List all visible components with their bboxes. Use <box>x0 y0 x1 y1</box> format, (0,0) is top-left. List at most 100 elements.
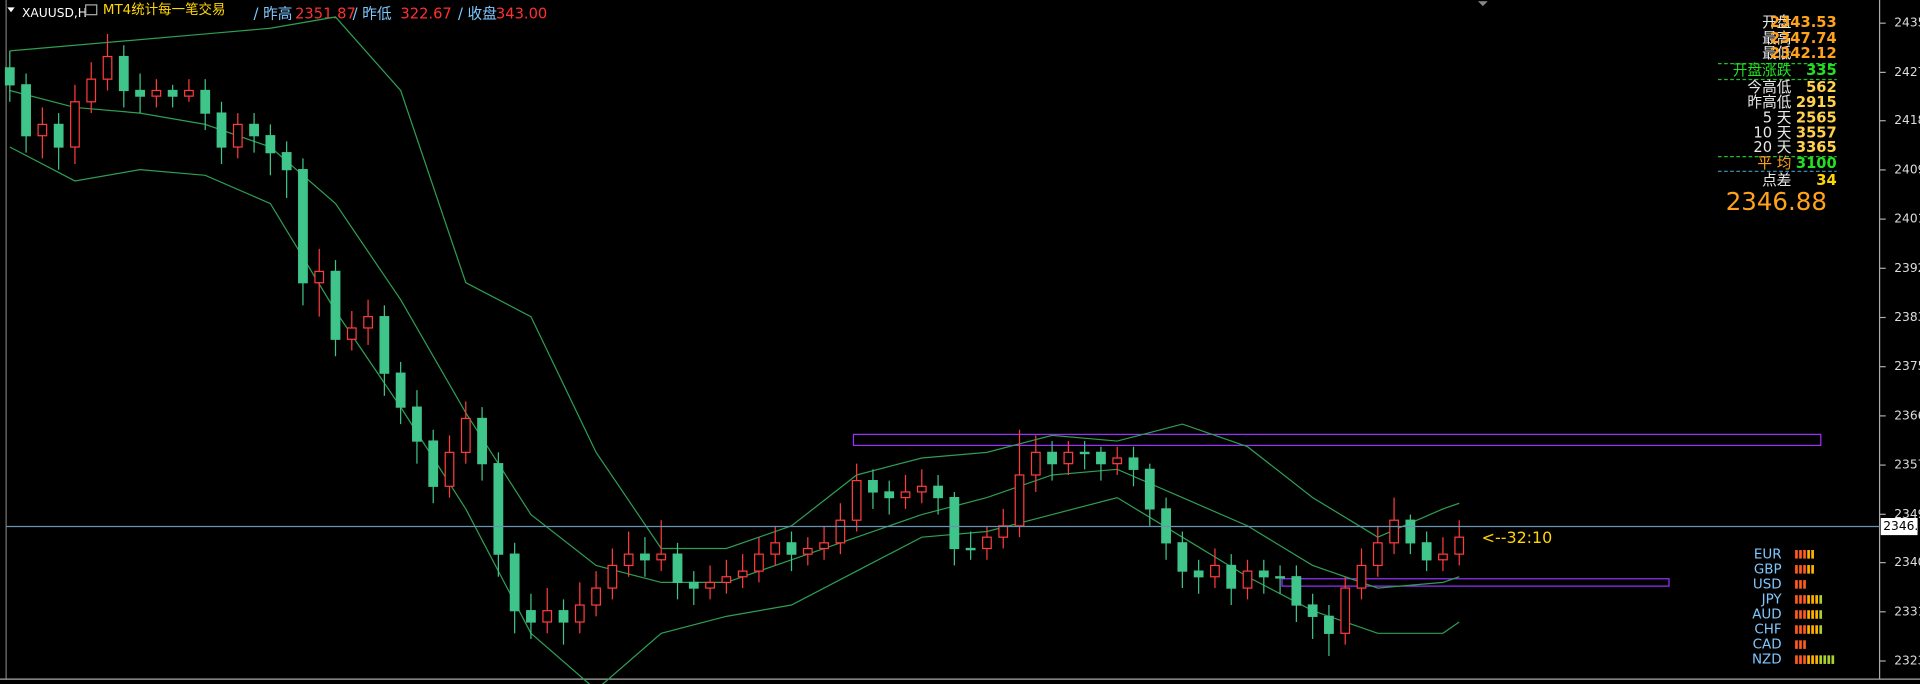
candle-body <box>1324 615 1334 634</box>
candle-body <box>412 406 422 442</box>
strength-cell <box>1807 565 1810 574</box>
current-price-box <box>1880 517 1918 536</box>
candle-body <box>330 270 341 340</box>
candle-body <box>102 55 113 80</box>
close: 343.00 <box>496 6 547 23</box>
candle-body <box>802 547 813 555</box>
strength-bar <box>1795 565 1814 574</box>
candle-body <box>1144 468 1155 510</box>
candle-body <box>819 542 829 550</box>
candle-body <box>1389 519 1399 544</box>
strength-cell <box>1811 565 1814 574</box>
y-tick-label: 2349.05 <box>1894 507 1920 521</box>
candle-body <box>249 123 259 137</box>
candle-body <box>1210 564 1220 578</box>
candle-body <box>1030 451 1041 476</box>
tool-icon[interactable] <box>85 4 98 16</box>
panel-label: 平 均 <box>1757 155 1791 172</box>
strength-cell <box>1799 610 1802 619</box>
menu-arrow[interactable] <box>7 7 15 13</box>
panel-value: 3365 <box>1796 139 1837 156</box>
candle-body <box>672 553 683 584</box>
candle-body <box>53 123 64 148</box>
candle-body <box>526 610 536 623</box>
candle-body <box>900 491 911 499</box>
candle-body <box>1258 570 1269 578</box>
y-tick-label: 2357.75 <box>1894 458 1920 472</box>
candle-body <box>118 55 129 92</box>
panel-value: 2342.12 <box>1770 45 1837 62</box>
currency-name: JPY <box>1761 592 1783 607</box>
candle-body <box>395 372 406 408</box>
panel-label: 20 天 <box>1753 139 1791 156</box>
strength-cell <box>1795 625 1798 634</box>
band-lower <box>9 146 1460 684</box>
strength-cell <box>1823 655 1827 664</box>
strength-cell <box>1819 655 1823 664</box>
strength-cell <box>1803 655 1806 664</box>
candle-body <box>379 316 390 374</box>
currency-name: USD <box>1753 577 1782 592</box>
candle-body <box>1047 451 1057 465</box>
candle-body <box>1079 451 1090 455</box>
candle-body <box>1242 570 1253 589</box>
candle-body <box>884 491 895 499</box>
panel-value: 2347.74 <box>1770 30 1837 47</box>
candle-body <box>591 587 601 606</box>
candle-body <box>70 101 80 148</box>
candle-body <box>346 327 357 340</box>
candle-body <box>705 581 715 589</box>
strength-cell <box>1799 580 1802 589</box>
currency-name: CHF <box>1754 623 1781 638</box>
strength-cell <box>1819 610 1823 619</box>
candle-body <box>509 553 520 612</box>
candle-body <box>770 542 781 555</box>
strength-cell <box>1827 655 1831 664</box>
strength-cell <box>1807 655 1810 664</box>
candle-body <box>982 536 992 550</box>
candle-body <box>623 553 634 567</box>
tool-name: MT4统计每一笔交易 <box>103 1 226 18</box>
strength-cell <box>1803 565 1806 574</box>
y-tick-label: 2331.80 <box>1894 604 1920 618</box>
strength-cell <box>1807 550 1810 559</box>
y-tick-label: 2340.50 <box>1894 555 1920 569</box>
strength-cell <box>1803 550 1806 559</box>
prev-high: 2351.87 <box>295 6 356 23</box>
strength-cell <box>1795 550 1798 559</box>
candle-body <box>1421 542 1432 561</box>
candle-body <box>216 112 227 148</box>
strength-cell <box>1815 655 1818 664</box>
candle-body <box>721 576 732 584</box>
panel-label: 今高低 <box>1747 79 1791 96</box>
candle-body <box>428 440 439 487</box>
strength-cell <box>1803 640 1806 649</box>
panel-value: 335 <box>1806 62 1837 79</box>
strength-bar <box>1795 610 1823 619</box>
currency-name: CAD <box>1753 638 1782 653</box>
strength-cell <box>1815 595 1818 604</box>
panel-value: 562 <box>1806 79 1837 96</box>
panel-label: 点差 <box>1762 172 1791 189</box>
candle-body <box>314 270 325 284</box>
prev-low-label: / 昨低 <box>353 6 392 23</box>
strength-cell <box>1795 580 1798 589</box>
strength-bar <box>1795 550 1814 559</box>
strength-cell <box>1799 550 1802 559</box>
candle-body <box>200 89 211 114</box>
zone-box <box>1281 578 1670 587</box>
strength-cell <box>1795 595 1798 604</box>
candle-body <box>1454 536 1465 555</box>
candle-body <box>574 604 585 623</box>
candle-body <box>1340 587 1351 634</box>
strength-cell <box>1811 550 1814 559</box>
panel-label: 最低 <box>1762 45 1792 62</box>
candle-body <box>933 485 943 499</box>
strength-bar <box>1795 655 1835 664</box>
panel-label: 开盘 <box>1762 13 1792 31</box>
strength-bar <box>1795 640 1806 649</box>
y-tick-label: 2375.15 <box>1894 359 1920 373</box>
candle-body <box>167 89 178 97</box>
